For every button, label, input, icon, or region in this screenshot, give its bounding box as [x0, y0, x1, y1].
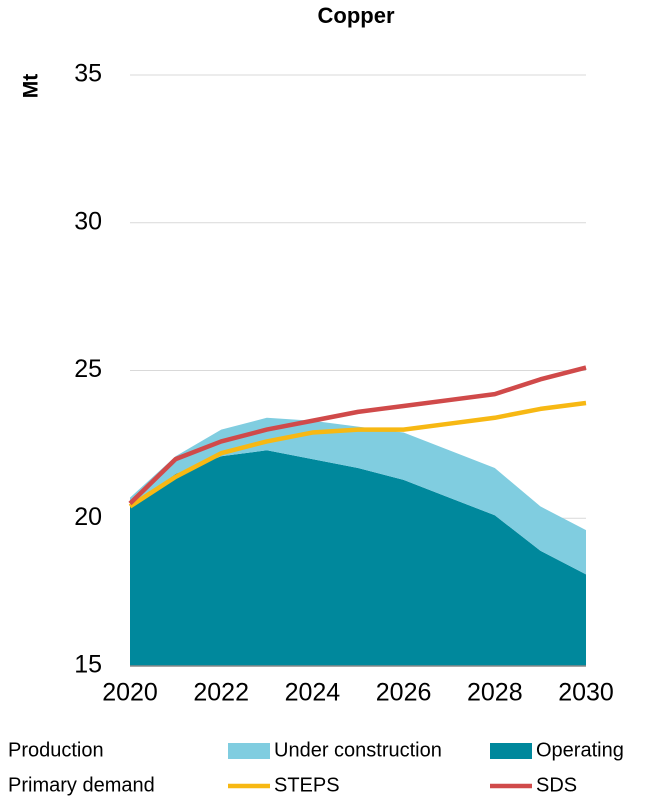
legend-label: STEPS	[274, 774, 340, 796]
y-tick-label: 15	[74, 651, 102, 679]
line	[128, 400, 587, 509]
legend-group-label: Primary demand	[8, 774, 155, 796]
x-tick-label: 2020	[102, 679, 158, 707]
legend-swatch	[490, 743, 532, 759]
y-tick-label: 35	[74, 60, 102, 88]
x-tick-label: 2026	[376, 679, 432, 707]
y-tick-label: 25	[74, 355, 102, 383]
line	[128, 365, 587, 506]
area	[130, 417, 586, 575]
x-tick-label: 2022	[193, 679, 249, 707]
y-tick-label: 20	[74, 503, 102, 531]
legend-label: SDS	[536, 774, 577, 796]
x-tick-label: 2028	[467, 679, 523, 707]
legend-swatch	[228, 743, 270, 759]
legend-group-label: Production	[8, 739, 104, 761]
chart-title: Copper	[318, 3, 395, 28]
x-tick-label: 2024	[285, 679, 341, 707]
legend-label: Under construction	[274, 739, 442, 761]
y-tick-label: 30	[74, 207, 102, 235]
area	[130, 450, 586, 666]
y-axis-label: Mt	[20, 74, 43, 99]
x-tick-label: 2030	[558, 679, 614, 707]
legend-label: Operating	[536, 739, 624, 761]
